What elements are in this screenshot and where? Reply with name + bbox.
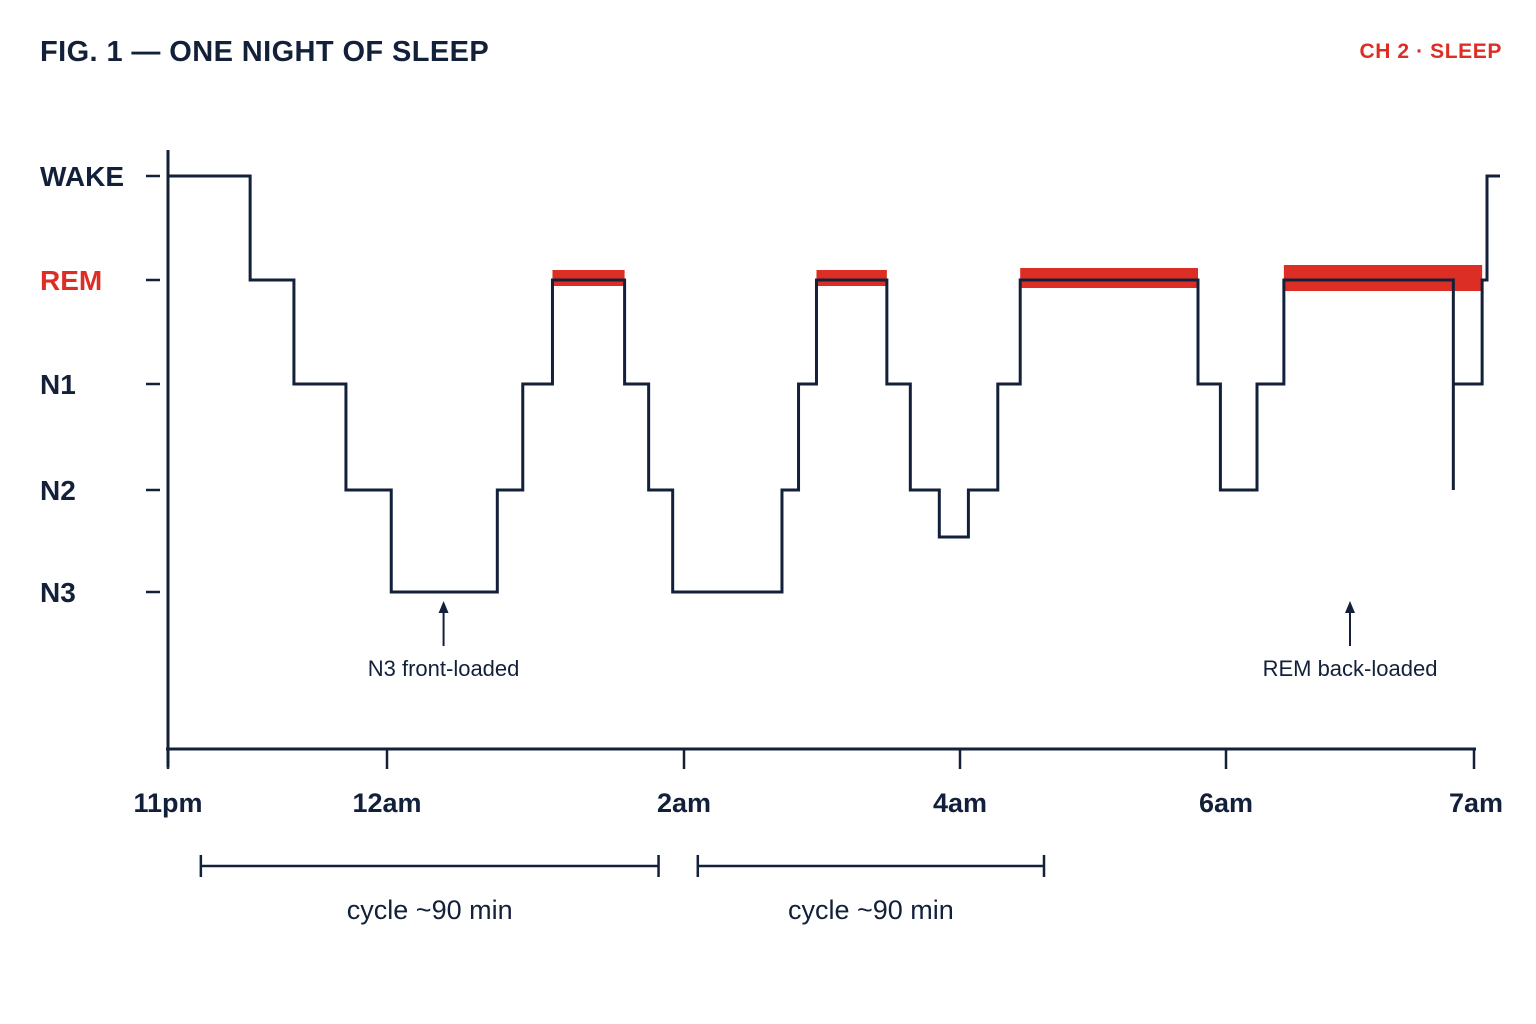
chapter-tag: CH 2 · SLEEP bbox=[1359, 40, 1502, 63]
x-tick-label: 11pm bbox=[133, 788, 202, 818]
annotation-label: N3 front-loaded bbox=[368, 656, 520, 681]
rem-period-bar bbox=[816, 270, 887, 286]
y-tick-label-n1: N1 bbox=[40, 369, 76, 400]
annotation-arrow-head bbox=[1345, 601, 1355, 613]
annotation-label: REM back-loaded bbox=[1263, 656, 1438, 681]
cycle-label: cycle ~90 min bbox=[347, 895, 513, 925]
rem-period-bar bbox=[552, 270, 625, 286]
y-tick-label-n3: N3 bbox=[40, 577, 76, 608]
x-tick-label: 6am bbox=[1199, 788, 1253, 818]
x-tick-label: 4am bbox=[933, 788, 987, 818]
y-tick-label-wake: WAKE bbox=[40, 161, 124, 192]
figure-title: FIG. 1 — ONE NIGHT OF SLEEP bbox=[40, 36, 490, 68]
x-tick-label: 12am bbox=[352, 788, 421, 818]
annotation-arrow-head bbox=[438, 601, 449, 613]
y-tick-label-rem: REM bbox=[40, 265, 102, 296]
rem-period-bar bbox=[1283, 265, 1483, 291]
rem-period-bar bbox=[1020, 268, 1198, 288]
cycle-label: cycle ~90 min bbox=[788, 895, 954, 925]
x-tick-label: 2am bbox=[657, 788, 711, 818]
y-tick-label-n2: N2 bbox=[40, 475, 76, 506]
x-tick-label: 7am bbox=[1449, 788, 1503, 818]
hypnogram-line bbox=[168, 174, 1500, 594]
